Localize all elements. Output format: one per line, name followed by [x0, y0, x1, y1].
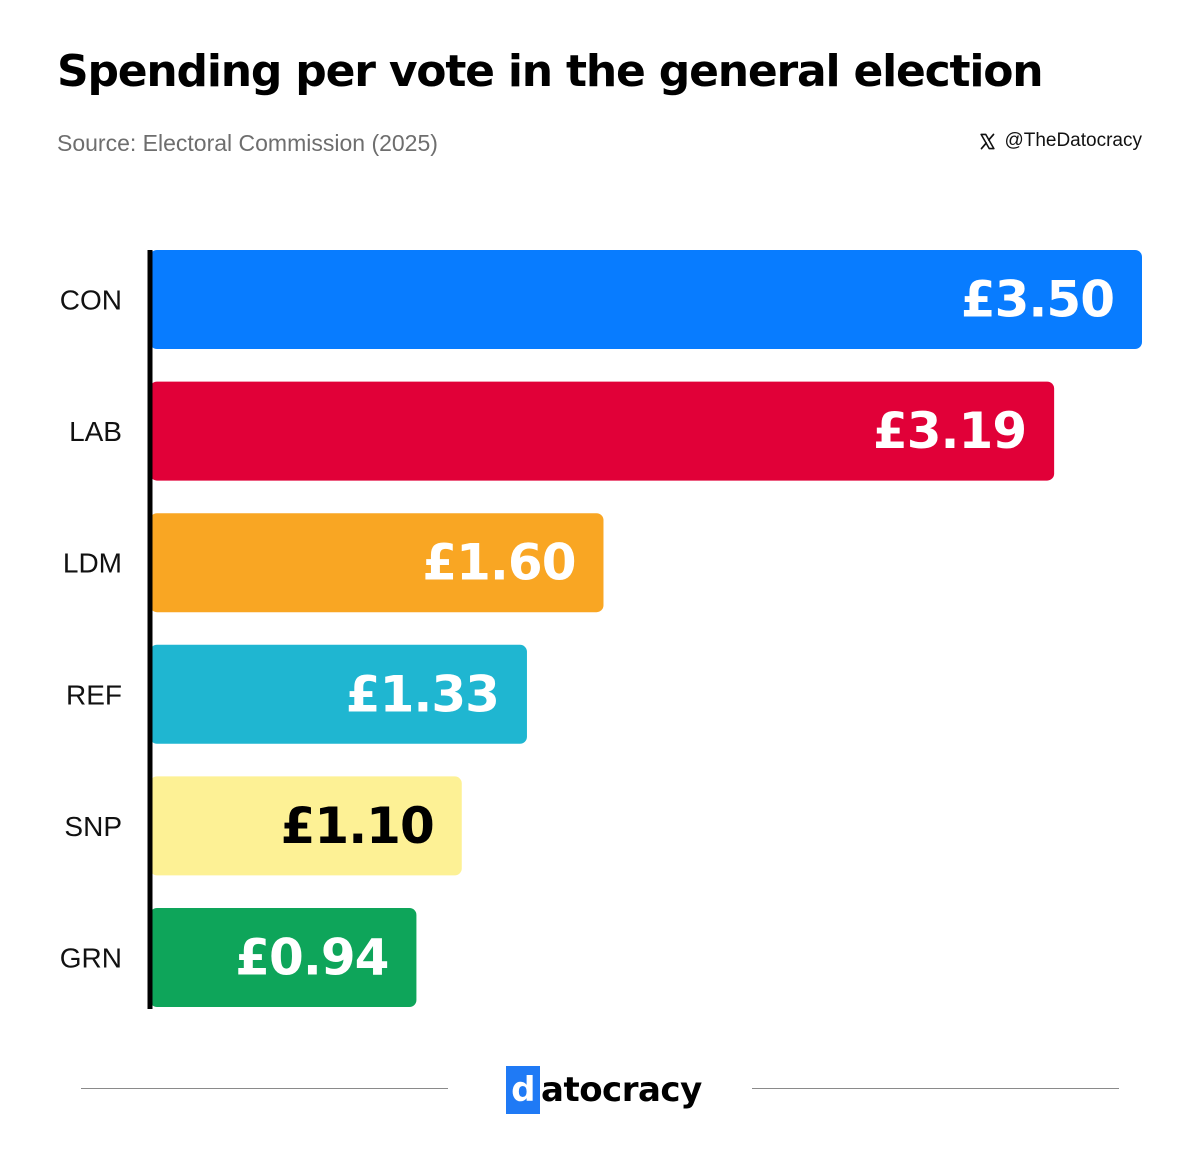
category-label-ref: REF	[66, 679, 122, 710]
data-label-ldm: £1.60	[422, 534, 575, 592]
brand-logo-mark: d	[506, 1066, 540, 1114]
bar-ref	[150, 644, 527, 744]
handle-text: @TheDatocracy	[1004, 130, 1142, 151]
bar-ldm	[150, 513, 604, 613]
data-label-grn: £0.94	[235, 929, 388, 987]
brand-logo: d atocracy	[506, 1066, 702, 1114]
footer-divider-right	[752, 1088, 1119, 1089]
data-label-lab: £3.19	[873, 402, 1026, 460]
category-label-lab: LAB	[69, 416, 122, 447]
data-label-snp: £1.10	[281, 797, 434, 855]
category-label-grn: GRN	[60, 943, 122, 974]
social-handle[interactable]: @TheDatocracy	[979, 130, 1142, 152]
category-label-ldm: LDM	[63, 548, 122, 579]
bar-snp	[150, 776, 462, 876]
data-label-ref: £1.33	[346, 665, 499, 723]
x-logo-icon	[980, 133, 996, 149]
footer-divider-left	[81, 1088, 448, 1089]
bar-grn	[150, 908, 417, 1007]
data-label-con: £3.50	[961, 271, 1114, 329]
source-note: Source: Electoral Commission (2025)	[57, 130, 438, 156]
bar-chart: £3.50 CON £3.19 LAB £1.60 LDM £1.33 REF £1.10 SNP…	[60, 250, 1142, 1009]
brand-logo-text: atocracy	[541, 1070, 702, 1110]
bar-lab	[150, 381, 1055, 481]
bar-con	[150, 250, 1142, 349]
category-label-con: CON	[60, 285, 122, 316]
category-label-snp: SNP	[64, 811, 122, 842]
chart-title: Spending per vote in the general electio…	[57, 46, 1044, 97]
